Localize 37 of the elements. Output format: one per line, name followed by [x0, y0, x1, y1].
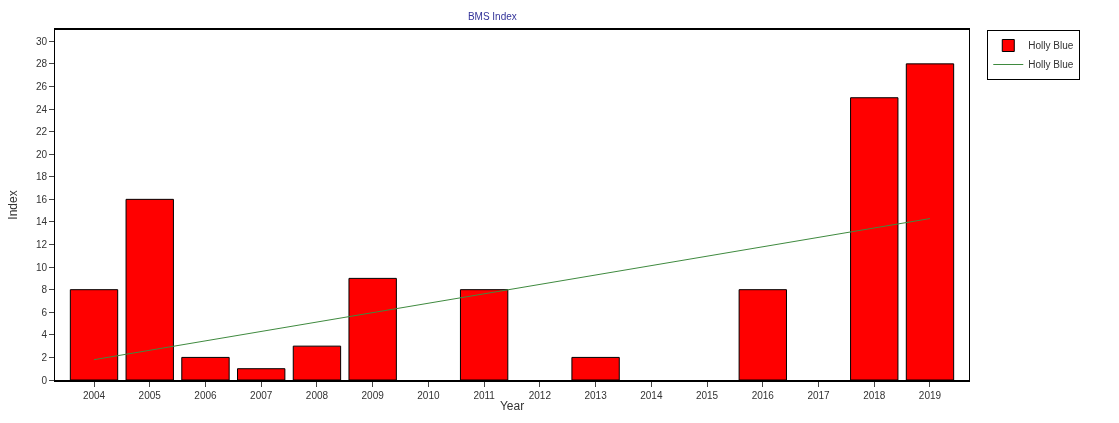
x-tick-label: 2007 — [250, 390, 273, 401]
y-tick-label: 6 — [41, 306, 48, 318]
y-tick-label: 30 — [35, 35, 48, 47]
legend-label: Holly Blue — [1028, 59, 1074, 71]
x-tick-label: 2015 — [695, 390, 719, 401]
x-tick-label: 2005 — [138, 390, 162, 401]
x-tick-label: 2018 — [863, 390, 886, 401]
x-tick-label: 2012 — [528, 390, 552, 401]
y-tick-label: 16 — [35, 193, 48, 205]
x-tick-label: 2011 — [473, 390, 496, 401]
y-axis-title: Index — [6, 190, 21, 220]
y-tick-label: 22 — [35, 126, 48, 138]
x-tick-label: 2008 — [305, 390, 329, 401]
x-tick-label: 2004 — [82, 390, 106, 401]
y-tick-label: 18 — [35, 171, 48, 183]
legend-label: Holly Blue — [1028, 40, 1074, 52]
x-tick-label: 2009 — [361, 390, 385, 401]
y-tick-label: 26 — [35, 80, 48, 92]
x-tick-label: 2013 — [584, 390, 608, 401]
y-tick-label: 24 — [35, 103, 48, 115]
y-tick-label: 4 — [41, 329, 48, 341]
y-tick-label: 8 — [41, 284, 48, 296]
x-tick-label: 2019 — [918, 390, 942, 401]
x-tick-label: 2017 — [807, 390, 831, 401]
x-tick-label: 2010 — [417, 390, 440, 401]
x-tick-label: 2016 — [751, 390, 775, 401]
y-tick-label: 28 — [35, 58, 48, 70]
y-tick-label: 14 — [35, 216, 48, 228]
y-tick-label: 2 — [41, 351, 48, 363]
y-tick-label: 20 — [35, 148, 48, 160]
y-tick-label: 12 — [35, 239, 48, 251]
x-tick-label: 2014 — [640, 390, 663, 401]
x-tick-label: 2006 — [194, 390, 218, 401]
y-tick-label: 10 — [35, 261, 48, 273]
x-axis-title: Year — [499, 399, 525, 414]
y-tick-label: 0 — [41, 374, 48, 386]
chart-title: BMS Index — [467, 10, 517, 22]
